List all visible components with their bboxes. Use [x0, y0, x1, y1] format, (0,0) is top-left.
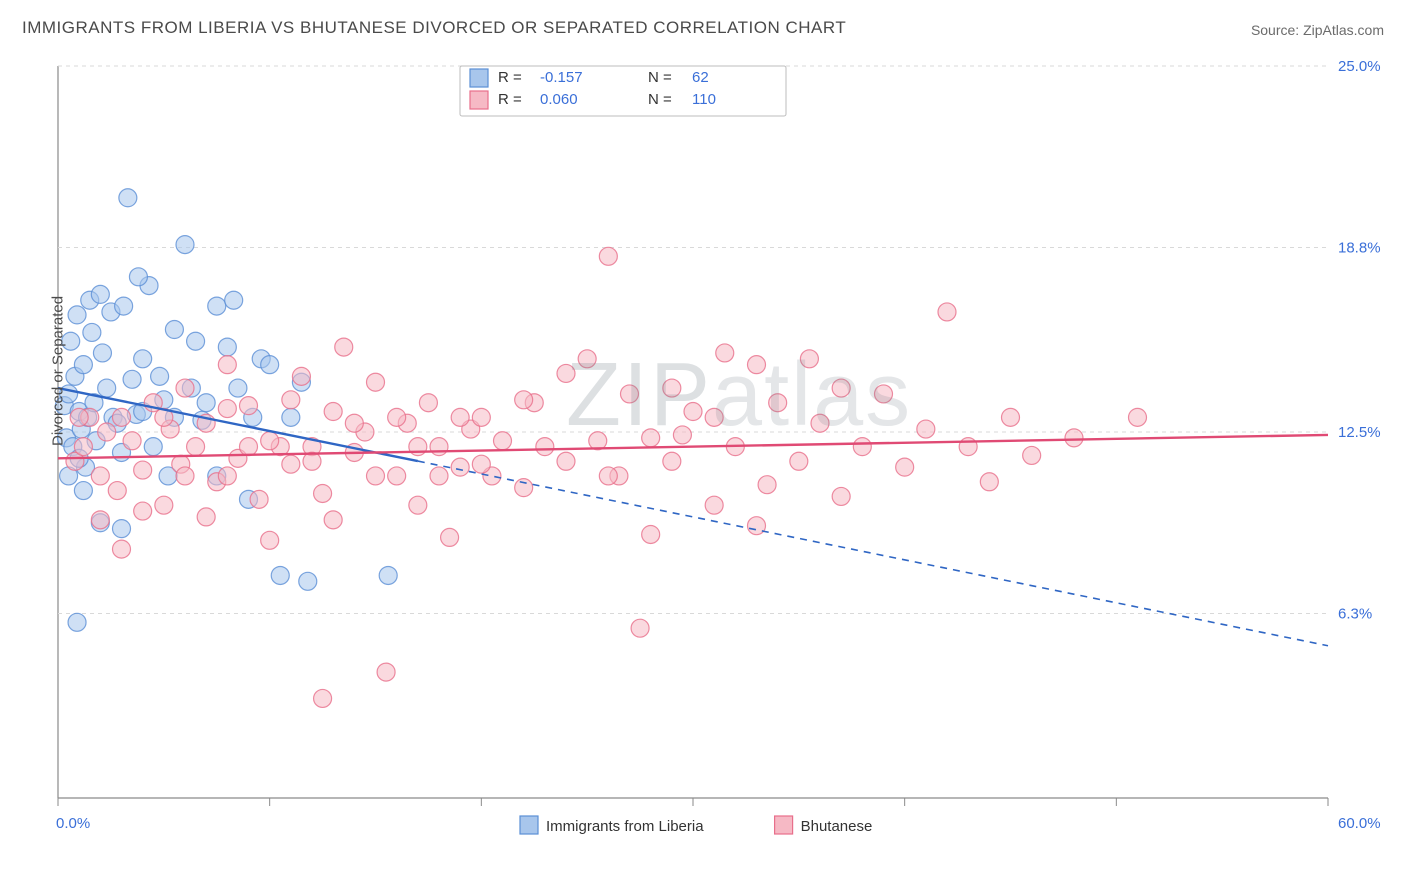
svg-text:Bhutanese: Bhutanese [801, 818, 873, 835]
svg-text:R =: R = [498, 91, 522, 108]
svg-text:N =: N = [648, 69, 672, 86]
y-axis-label: Divorced or Separated [50, 296, 67, 446]
svg-text:R =: R = [498, 69, 522, 86]
scatter-chart: 6.3% 12.5% 18.8% 25.0% 0.0% 60.0% R = -0.157 N =… [50, 56, 1386, 836]
svg-text:6.3%: 6.3% [1338, 606, 1372, 623]
svg-text:Immigrants from Liberia: Immigrants from Liberia [546, 818, 704, 835]
svg-text:-0.157: -0.157 [540, 69, 583, 86]
svg-text:N =: N = [648, 91, 672, 108]
svg-text:62: 62 [692, 69, 709, 86]
svg-text:0.0%: 0.0% [56, 815, 90, 832]
svg-text:60.0%: 60.0% [1338, 815, 1381, 832]
svg-text:25.0%: 25.0% [1338, 58, 1381, 75]
svg-text:110: 110 [692, 91, 716, 108]
svg-text:18.8%: 18.8% [1338, 240, 1381, 257]
source-label: Source: ZipAtlas.com [1251, 22, 1384, 38]
svg-text:12.5%: 12.5% [1338, 424, 1381, 441]
plot-container: Divorced or Separated 6.3% 12.5% 18.8% 25.0… [50, 56, 1386, 836]
svg-text:0.060: 0.060 [540, 91, 578, 108]
chart-title: IMMIGRANTS FROM LIBERIA VS BHUTANESE DIV… [22, 18, 846, 38]
